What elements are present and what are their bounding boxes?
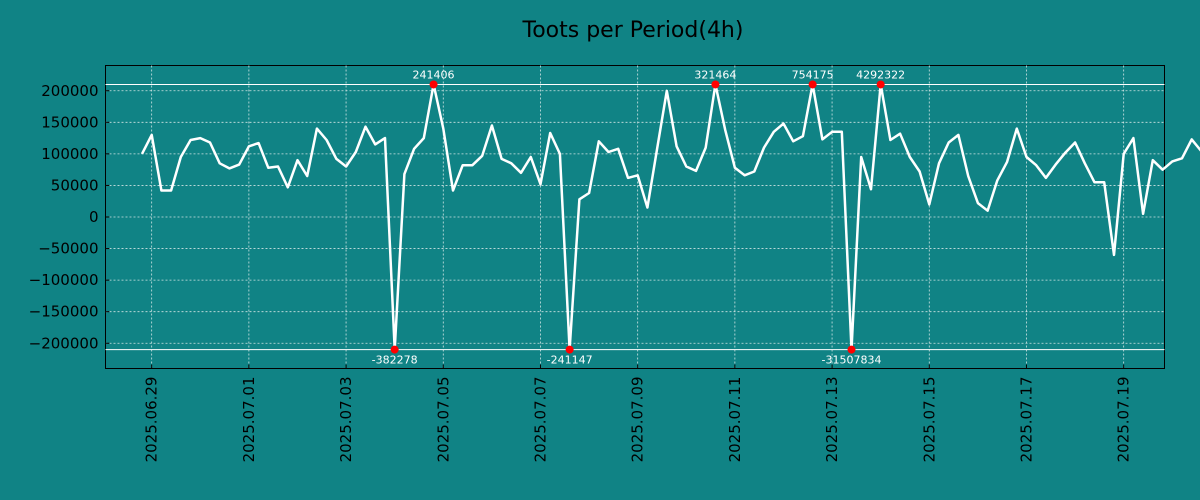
x-axis: 2025.06.29 2025.07.01 2025.07.03 2025.07.05… <box>143 364 1133 463</box>
y-tick-label: 0 <box>89 208 99 226</box>
series-line-toots <box>140 83 1200 351</box>
y-axis: 200000 150000 100000 50000 0 −50000 −100000 −15… <box>29 82 110 352</box>
y-tick-label: −150000 <box>29 303 99 321</box>
x-tick-label: 2025.07.05 <box>434 377 452 463</box>
x-tick-label: 2025.07.11 <box>726 377 744 463</box>
chart-title: Toots per Period(4h) <box>522 18 744 43</box>
x-tick-label: 2025.07.13 <box>823 377 841 463</box>
clipped-value-label: 321464 <box>694 68 736 81</box>
grid-lines <box>105 65 1165 369</box>
clipped-value-label: 4292322 <box>856 68 905 81</box>
clipped-point-marker <box>808 80 817 89</box>
x-tick-label: 2025.07.01 <box>240 377 258 463</box>
clipped-point-marker <box>711 80 720 89</box>
series-layer <box>140 83 1200 351</box>
x-tick-label: 2025.07.09 <box>629 377 647 463</box>
clipped-value-label: -31507834 <box>822 354 882 367</box>
clipped-value-label: -382278 <box>372 354 418 367</box>
x-tick-label: 2025.07.17 <box>1017 377 1035 463</box>
x-tick-label: 2025.06.29 <box>143 377 161 463</box>
clipped-point-marker <box>565 345 574 354</box>
clipped-point-marker <box>390 345 399 354</box>
y-tick-label: 200000 <box>41 82 98 100</box>
x-tick-label: 2025.07.07 <box>531 377 549 463</box>
annotations: -382278 241406 -241147 321464 754175 -3150783… <box>372 68 905 367</box>
clipped-value-label: 754175 <box>792 68 834 81</box>
y-tick-label: 150000 <box>41 113 98 131</box>
x-tick-label: 2025.07.15 <box>920 377 938 463</box>
y-tick-label: −200000 <box>29 334 99 352</box>
y-tick-label: −50000 <box>38 240 98 258</box>
y-tick-label: −100000 <box>29 271 99 289</box>
x-tick-label: 2025.07.19 <box>1115 377 1133 463</box>
clipped-point-marker <box>847 345 856 354</box>
clip-lines <box>105 83 1165 351</box>
clipped-point-marker <box>429 80 438 89</box>
y-tick-label: 100000 <box>41 145 98 163</box>
clipped-point-marker <box>876 80 885 89</box>
x-tick-label: 2025.07.03 <box>337 377 355 463</box>
clipped-value-label: 241406 <box>413 68 455 81</box>
clipped-value-label: -241147 <box>547 354 593 367</box>
y-tick-label: 50000 <box>51 176 99 194</box>
